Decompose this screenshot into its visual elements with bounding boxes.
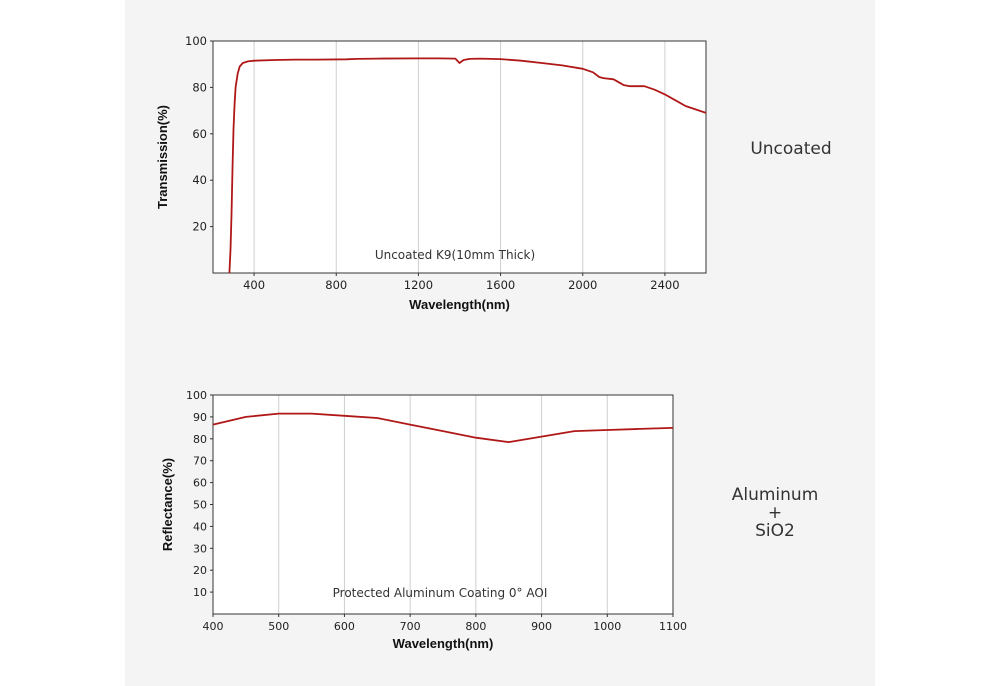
x-tick-label: 2000 — [568, 278, 597, 292]
x-tick-label: 500 — [268, 620, 289, 633]
y-tick-label: 90 — [193, 411, 207, 424]
plot-frame — [212, 40, 707, 274]
x-tick-label: 400 — [203, 620, 224, 633]
y-tick-label: 60 — [193, 477, 207, 490]
y-tick-label: 10 — [193, 586, 207, 599]
x-tick-label: 400 — [243, 278, 265, 292]
chart-annotation: Uncoated K9(10mm Thick) — [375, 248, 535, 262]
x-axis-title: Wavelength(nm) — [409, 297, 510, 312]
x-tick-label: 1000 — [593, 620, 621, 633]
x-tick-label: 1100 — [659, 620, 687, 633]
label-line-aluminum: Aluminum — [731, 485, 819, 505]
x-tick-label: 1200 — [404, 278, 433, 292]
x-axis-title: Wavelength(nm) — [393, 636, 494, 651]
y-tick-label: 40 — [192, 173, 207, 187]
y-tick-label: 70 — [193, 455, 207, 468]
uncoated-label: Uncoated — [750, 139, 832, 159]
x-tick-label: 600 — [334, 620, 355, 633]
x-tick-label: 1600 — [486, 278, 515, 292]
x-tick-label: 2400 — [650, 278, 679, 292]
y-axis-title: Transmission(%) — [155, 105, 170, 209]
y-tick-label: 30 — [193, 542, 207, 555]
aluminum-sio2-label: Aluminum + SiO2 — [725, 486, 825, 540]
x-tick-label: 800 — [325, 278, 347, 292]
chart-annotation: Protected Aluminum Coating 0° AOI — [333, 586, 548, 600]
series-line — [228, 57, 707, 274]
series-line — [212, 412, 674, 443]
y-tick-label: 80 — [193, 433, 207, 446]
y-tick-label: 100 — [186, 389, 207, 402]
y-tick-label: 40 — [193, 520, 207, 533]
x-tick-label: 900 — [531, 620, 552, 633]
y-tick-label: 80 — [192, 80, 207, 94]
y-tick-label: 50 — [193, 499, 207, 512]
plot-area — [213, 41, 706, 273]
y-tick-label: 60 — [192, 127, 207, 141]
x-tick-label: 800 — [465, 620, 486, 633]
x-tick-label: 700 — [400, 620, 421, 633]
y-tick-label: 20 — [193, 564, 207, 577]
y-tick-label: 100 — [185, 34, 207, 48]
plot-area — [213, 395, 673, 614]
label-line-plus: + — [767, 503, 783, 523]
y-axis-title: Reflectance(%) — [160, 458, 175, 551]
label-line-sio2: SiO2 — [755, 521, 795, 541]
y-tick-label: 20 — [192, 220, 207, 234]
